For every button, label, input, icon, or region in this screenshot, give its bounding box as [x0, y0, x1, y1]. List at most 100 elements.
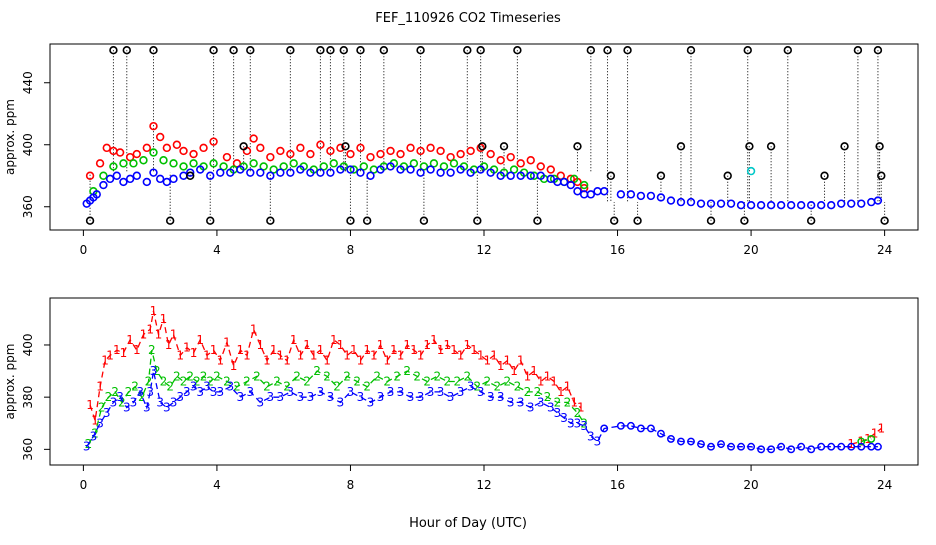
symbol-series-2: 2: [494, 380, 502, 394]
point-series-2: [319, 162, 328, 171]
spike-point: [740, 216, 749, 225]
symbol-series-1: 1: [570, 395, 578, 409]
point-series-1: [446, 152, 455, 162]
point-series-1: [346, 149, 355, 159]
symbol-series-1: 1: [263, 354, 271, 368]
spike-point: [246, 45, 255, 55]
y-tick-label: 400: [21, 133, 35, 156]
symbol-series-3: 3: [90, 429, 98, 443]
spike-point: [499, 142, 509, 151]
symbol-series-3: 3: [163, 401, 171, 415]
point-series-3: [837, 442, 846, 451]
point-series-1: [172, 140, 182, 149]
point-series-1: [396, 149, 405, 159]
spike-point: [209, 45, 218, 55]
point-series-1: [115, 148, 125, 157]
point-series-3: [826, 201, 836, 210]
symbol-series-3: 3: [216, 385, 224, 399]
spike-point: [85, 216, 95, 225]
point-series-1: [162, 143, 172, 153]
point-series-1: [466, 146, 475, 156]
point-series-1: [536, 162, 545, 171]
point-series-3: [626, 190, 636, 199]
point-series-3: [696, 199, 706, 208]
point-series-3: [776, 201, 786, 210]
point-series-1: [276, 146, 285, 156]
x-tick-label: 12: [476, 243, 491, 257]
point-series-3: [857, 199, 866, 208]
spike-point: [676, 142, 686, 151]
point-series-3: [816, 201, 826, 210]
point-series-2: [509, 165, 519, 174]
y-tick-label: 360: [21, 195, 35, 218]
symbol-series-1: 1: [140, 328, 148, 342]
point-series-2: [439, 162, 449, 171]
point-series-3: [236, 165, 245, 174]
symbol-series-2: 2: [580, 416, 588, 430]
spike-point: [463, 45, 472, 55]
point-series-3: [667, 434, 675, 443]
symbol-series-1: 1: [183, 341, 191, 355]
symbol-series-1: 1: [403, 338, 411, 352]
point-series-2: [279, 162, 288, 171]
symbol-series-1: 1: [504, 354, 512, 368]
symbol-series-1: 1: [463, 338, 471, 352]
symbol-series-1: 1: [310, 348, 318, 362]
symbol-series-3: 3: [347, 385, 355, 399]
symbol-series-1: 1: [243, 348, 251, 362]
symbol-series-2: 2: [125, 385, 133, 399]
point-series-3: [697, 440, 705, 449]
point-series-1: [155, 132, 165, 142]
point-series-3: [766, 201, 776, 210]
spike-point: [476, 45, 485, 55]
symbol-series-3: 3: [267, 390, 275, 404]
symbol-series-1: 1: [390, 343, 398, 357]
symbol-series-1: 1: [397, 348, 405, 362]
symbol-series-3: 3: [437, 385, 445, 399]
spike-point: [478, 142, 487, 151]
point-series-2: [349, 165, 358, 174]
point-series-3: [99, 180, 108, 190]
symbol-series-1: 1: [564, 380, 572, 394]
point-series-3: [757, 445, 766, 454]
symbol-series-1: 1: [330, 333, 338, 347]
symbol-series-2: 2: [564, 395, 572, 409]
point-series-3: [867, 197, 876, 207]
spike-point: [573, 142, 582, 151]
point-series-1: [209, 137, 218, 146]
symbol-series-1: 1: [350, 343, 358, 357]
point-series-3: [516, 171, 525, 180]
symbol-series-1: 1: [343, 348, 351, 362]
point-series-3: [873, 442, 882, 451]
point-series-3: [736, 201, 746, 210]
point-series-1: [149, 121, 158, 131]
symbol-series-1: 1: [96, 380, 104, 394]
symbol-series-1: 1: [490, 348, 498, 362]
symbol-series-1: 1: [155, 328, 163, 342]
point-series-1: [376, 149, 385, 159]
symbol-series-2: 2: [534, 385, 542, 399]
point-series-1: [109, 146, 118, 156]
symbol-series-1: 1: [383, 354, 391, 368]
x-tick-label: 0: [80, 243, 88, 257]
spike-point: [326, 45, 335, 55]
symbol-series-3: 3: [287, 385, 295, 399]
symbol-series-2: 2: [333, 380, 341, 394]
symbol-series-1: 1: [303, 338, 311, 352]
x-tick-label: 20: [743, 478, 758, 492]
symbol-series-2: 2: [213, 369, 221, 383]
point-series-3: [216, 168, 225, 177]
point-series-3: [857, 442, 866, 451]
symbol-series-3: 3: [477, 385, 485, 399]
symbol-series-2: 2: [343, 369, 351, 383]
point-series-2: [857, 437, 866, 446]
point-series-2: [149, 148, 158, 157]
point-series-2: [449, 159, 459, 168]
spike-point: [109, 45, 118, 55]
spike-point: [356, 45, 365, 55]
point-series-1: [356, 143, 365, 153]
symbol-series-2: 2: [180, 375, 188, 389]
symbol-series-2: 2: [200, 369, 208, 383]
point-series-3: [626, 421, 635, 430]
point-series-3: [186, 168, 195, 177]
